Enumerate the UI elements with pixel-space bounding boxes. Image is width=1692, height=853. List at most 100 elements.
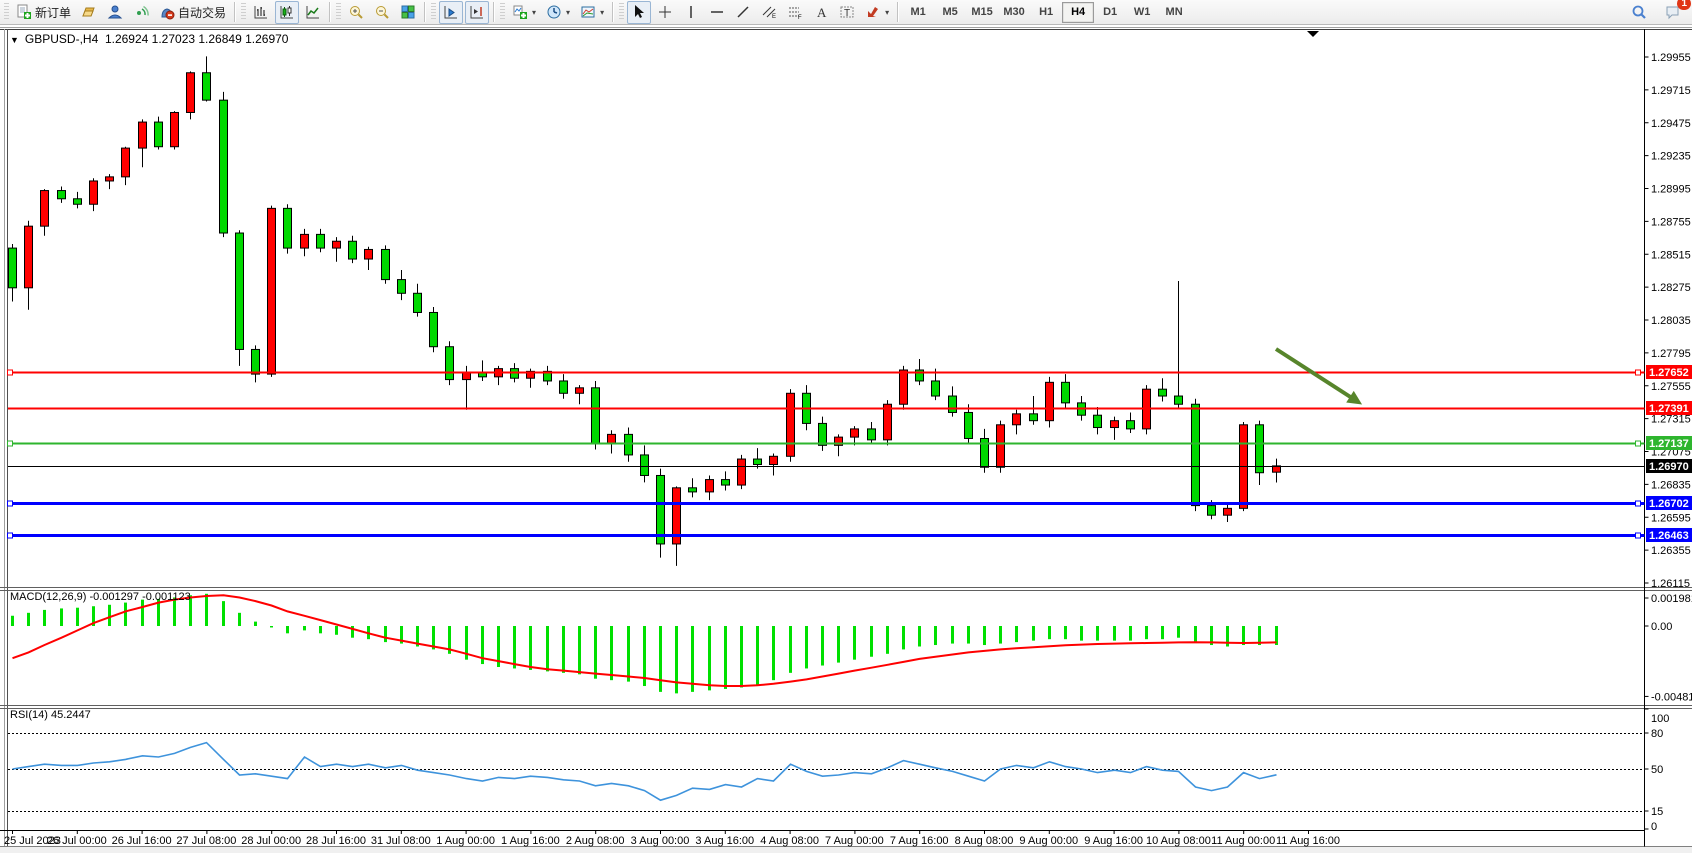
svg-text:T: T [844, 8, 850, 19]
candle [251, 345, 260, 383]
periods-button[interactable]: ▾ [542, 1, 574, 24]
text-button[interactable]: A [809, 1, 833, 24]
candle [850, 426, 859, 446]
chevron-down-icon: ▾ [885, 7, 890, 17]
period-m30-button[interactable]: M30 [1003, 6, 1025, 18]
candle [57, 186, 66, 203]
support-line-green[interactable] [7, 440, 1645, 447]
candle [769, 453, 778, 476]
candles-icon [279, 4, 295, 20]
price-axis-label: 1.27555 [1651, 381, 1691, 393]
candle [964, 404, 973, 444]
candle [348, 235, 357, 264]
resistance-line-1[interactable] [7, 369, 1645, 376]
templates-button[interactable]: ▾ [576, 1, 608, 24]
autotrading-icon [159, 4, 175, 20]
line-handle[interactable] [7, 500, 13, 507]
time-axis-label: 9 Aug 00:00 [1019, 835, 1078, 847]
profiles-button[interactable] [77, 1, 101, 24]
autotrading-button[interactable]: 自动交易 [155, 1, 230, 24]
toolbar-separator [329, 2, 332, 22]
candle [1142, 385, 1151, 435]
time-axis-label: 31 Jul 08:00 [371, 835, 431, 847]
candle [948, 386, 957, 417]
price-tag-1.26702: 1.26702 [1646, 496, 1692, 510]
candle [672, 486, 681, 566]
price-tag-1.27137: 1.27137 [1646, 436, 1692, 450]
chevron-down-icon: ▾ [600, 7, 605, 17]
new-order-icon [16, 4, 32, 20]
candle [688, 478, 697, 498]
signals-button[interactable] [129, 1, 153, 24]
support-line-blue-2[interactable] [7, 532, 1645, 539]
zoom-in-button[interactable] [344, 1, 368, 24]
indicators-button[interactable]: ▾ [508, 1, 540, 24]
community-button[interactable] [103, 1, 127, 24]
price-tag-1.26463: 1.26463 [1646, 528, 1692, 542]
time-axis-label: 11 Aug 16:00 [1276, 835, 1340, 847]
arrows-icon [865, 4, 881, 20]
chevron-down-icon: ▾ [532, 7, 537, 17]
period-h4-button[interactable]: H4 [1062, 1, 1095, 23]
candle [1191, 398, 1200, 512]
candle [73, 191, 82, 209]
price-axis-label: 1.27315 [1651, 414, 1691, 426]
crosshair-button[interactable] [653, 1, 677, 24]
time-axis-label: 1 Aug 16:00 [501, 835, 560, 847]
candle [1272, 458, 1281, 483]
period-w1-button[interactable]: W1 [1133, 6, 1151, 18]
trendline-button[interactable] [731, 1, 755, 24]
time-axis-label: 27 Jul 08:00 [176, 835, 236, 847]
zoom-out-button[interactable] [370, 1, 394, 24]
candle [1061, 374, 1070, 409]
collapse-icon[interactable]: ▼ [10, 35, 19, 45]
time-axis-label: 11 Aug 00:00 [1211, 835, 1275, 847]
line-handle[interactable] [7, 532, 13, 539]
period-d1-button[interactable]: D1 [1103, 6, 1118, 18]
vertical-line-button[interactable] [679, 1, 703, 24]
candle [591, 380, 600, 450]
period-m1-button[interactable]: M1 [910, 6, 926, 18]
arrows-button[interactable]: ▾ [861, 1, 893, 24]
candle [283, 204, 292, 254]
line-handle[interactable] [1635, 532, 1641, 539]
fibonacci-button[interactable]: F [783, 1, 807, 24]
macd-indicator-label: MACD(12,26,9) -0.001297 -0.001123 [10, 591, 191, 603]
crosshair-icon [657, 4, 673, 20]
support-line-blue-1[interactable] [7, 500, 1645, 507]
period-m5-button[interactable]: M5 [942, 6, 958, 18]
auto-scroll-button[interactable] [439, 0, 464, 24]
candle [818, 416, 827, 451]
line-handle[interactable] [7, 369, 13, 376]
price-tag-text: 1.27652 [1649, 367, 1689, 379]
line-handle[interactable] [1635, 440, 1641, 447]
line-handle[interactable] [7, 440, 13, 447]
line-icon [305, 4, 321, 20]
search-button[interactable] [1627, 1, 1651, 24]
trendline-icon [735, 4, 751, 20]
text-icon: A [813, 4, 829, 20]
candlestick-button[interactable] [275, 0, 300, 24]
horizontal-line-button[interactable] [705, 1, 729, 24]
cursor-button[interactable] [627, 0, 652, 24]
toolbar-grip [241, 3, 247, 21]
price-tag-text: 1.26702 [1649, 498, 1689, 510]
new-order-button[interactable]: 新订单 [12, 1, 75, 24]
text-label-button[interactable]: T [835, 1, 859, 24]
candle [1093, 406, 1102, 435]
line-handle[interactable] [1635, 369, 1641, 376]
candle [1174, 280, 1183, 409]
tile-windows-button[interactable] [396, 1, 420, 24]
period-mn-button[interactable]: MN [1165, 6, 1183, 18]
notifications-button[interactable]: 1 [1661, 0, 1691, 24]
bar-chart-button[interactable] [249, 1, 273, 24]
chart-shift-button[interactable] [465, 0, 490, 24]
equidistant-channel-button[interactable]: E [757, 1, 781, 24]
period-m15-button[interactable]: M15 [971, 6, 993, 18]
line-chart-button[interactable] [301, 1, 325, 24]
chart-shift-marker[interactable] [1307, 31, 1319, 37]
period-h1-button[interactable]: H1 [1039, 6, 1054, 18]
line-handle[interactable] [1635, 500, 1641, 507]
arrow-annotation[interactable] [1274, 347, 1363, 405]
